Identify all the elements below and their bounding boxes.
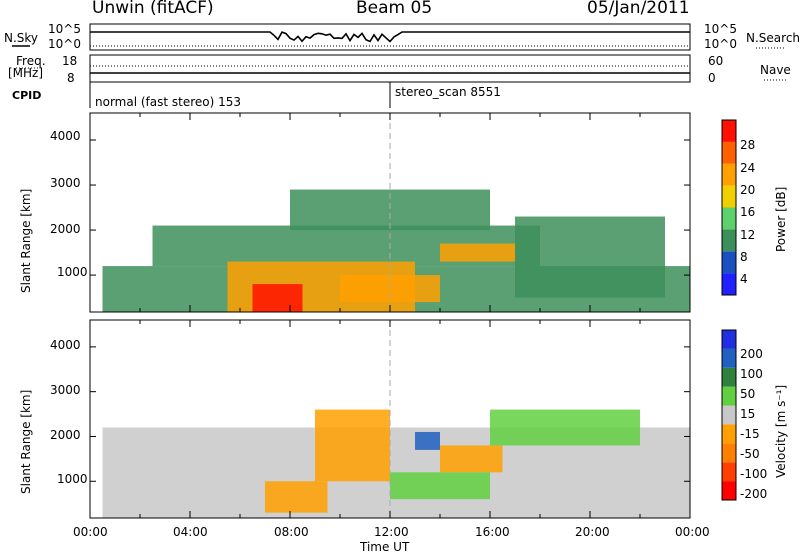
power-cbar-segment bbox=[722, 251, 736, 273]
x-tick: 08:00 bbox=[274, 526, 309, 538]
velocity-cbar-segment bbox=[722, 406, 736, 425]
x-tick: 12:00 bbox=[374, 526, 409, 538]
velocity-ytick: 4000 bbox=[50, 339, 81, 351]
power-cbar-segment bbox=[722, 208, 736, 230]
power-ylabel: Slant Range [km] bbox=[20, 189, 32, 293]
beam-title: Beam 05 bbox=[356, 0, 432, 17]
x-tick: 04:00 bbox=[173, 526, 208, 538]
velocity-region bbox=[490, 410, 640, 446]
power-cbar-tick: 16 bbox=[740, 206, 755, 218]
velocity-region bbox=[440, 445, 503, 472]
power-cbar-segment bbox=[722, 229, 736, 251]
nave-label: Nave bbox=[760, 64, 791, 76]
power-cbar-tick: 8 bbox=[740, 251, 748, 263]
velocity-region bbox=[265, 481, 328, 512]
date-title: 05/Jan/2011 bbox=[587, 0, 690, 17]
velocity-region bbox=[315, 410, 390, 482]
power-cbar-tick: 28 bbox=[740, 139, 755, 151]
x-tick: 20:00 bbox=[575, 526, 610, 538]
velocity-cbar-segment bbox=[722, 368, 736, 387]
power-cbar-segment bbox=[722, 164, 736, 186]
x-tick: 00:00 bbox=[73, 526, 108, 538]
velocity-cbar-segment bbox=[722, 481, 736, 500]
velocity-ylabel: Slant Range [km] bbox=[20, 390, 32, 494]
velocity-cbar-segment bbox=[722, 424, 736, 443]
freq-panel bbox=[90, 55, 690, 82]
velocity-cbar-segment bbox=[722, 462, 736, 481]
velocity-region bbox=[390, 472, 490, 499]
x-tick: 16:00 bbox=[475, 526, 510, 538]
freq-tick-top: 18 bbox=[62, 55, 77, 67]
velocity-cbar-tick: 200 bbox=[740, 348, 763, 360]
velocity-region bbox=[415, 432, 440, 450]
nave-tick-top: 60 bbox=[708, 55, 723, 67]
power-region bbox=[440, 244, 515, 262]
nave-tick-bottom: 0 bbox=[708, 72, 716, 84]
power-ytick: 4000 bbox=[50, 130, 81, 142]
velocity-cbar-segment bbox=[722, 387, 736, 406]
power-cbar-tick: 12 bbox=[740, 229, 755, 241]
nsky-tick-top: 10^5 bbox=[48, 23, 81, 35]
power-cbar-segment bbox=[722, 273, 736, 295]
velocity-cbar-tick: 50 bbox=[740, 388, 755, 400]
x-axis-title: Time UT bbox=[360, 541, 409, 553]
power-cbar-segment bbox=[722, 120, 736, 142]
velocity-cbar-segment bbox=[722, 443, 736, 462]
power-cbar-tick: 4 bbox=[740, 273, 748, 285]
power-cbar-segment bbox=[722, 186, 736, 208]
nsky-label: N.Sky bbox=[4, 32, 38, 44]
velocity-cbar-tick: -200 bbox=[740, 488, 767, 500]
nsearch-tick-top: 10^5 bbox=[704, 23, 737, 35]
power-region bbox=[253, 284, 303, 312]
velocity-ytick: 2000 bbox=[50, 429, 81, 441]
cpid-mode-1: normal (fast stereo) 153 bbox=[95, 96, 241, 108]
freq-tick-bottom: 8 bbox=[67, 72, 75, 84]
velocity-cbar-segment bbox=[722, 330, 736, 349]
station-title: Unwin (fitACF) bbox=[92, 0, 214, 17]
velocity-ytick: 1000 bbox=[57, 473, 88, 485]
velocity-ytick: 3000 bbox=[50, 384, 81, 396]
power-region bbox=[515, 217, 665, 298]
nsearch-label: N.Search bbox=[746, 32, 800, 44]
x-tick: 00:00 bbox=[675, 526, 710, 538]
power-cbar-tick: 24 bbox=[740, 162, 755, 174]
velocity-cbar-tick: -50 bbox=[740, 448, 760, 460]
power-ytick: 1000 bbox=[57, 266, 88, 278]
velocity-cbar-label: Velocity [m s⁻¹] bbox=[775, 385, 787, 478]
power-ytick: 3000 bbox=[50, 177, 81, 189]
cpid-mode-2: stereo_scan 8551 bbox=[395, 86, 501, 98]
velocity-cbar-tick: -15 bbox=[740, 428, 760, 440]
velocity-cbar-tick: -100 bbox=[740, 468, 767, 480]
velocity-cbar-segment bbox=[722, 349, 736, 368]
freq-unit-label: [MHz] bbox=[8, 67, 43, 79]
velocity-cbar-tick: 100 bbox=[740, 368, 763, 380]
power-cbar-label: Power [dB] bbox=[775, 187, 787, 252]
power-cbar-segment bbox=[722, 142, 736, 164]
nsearch-tick-bottom: 10^0 bbox=[704, 38, 737, 50]
velocity-cbar-tick: 15 bbox=[740, 408, 755, 420]
nsky-trace bbox=[90, 32, 690, 42]
power-ytick: 2000 bbox=[50, 223, 81, 235]
power-cbar-tick: 20 bbox=[740, 184, 755, 196]
nsky-tick-bottom: 10^0 bbox=[48, 38, 81, 50]
cpid-label: CPID bbox=[12, 90, 41, 101]
